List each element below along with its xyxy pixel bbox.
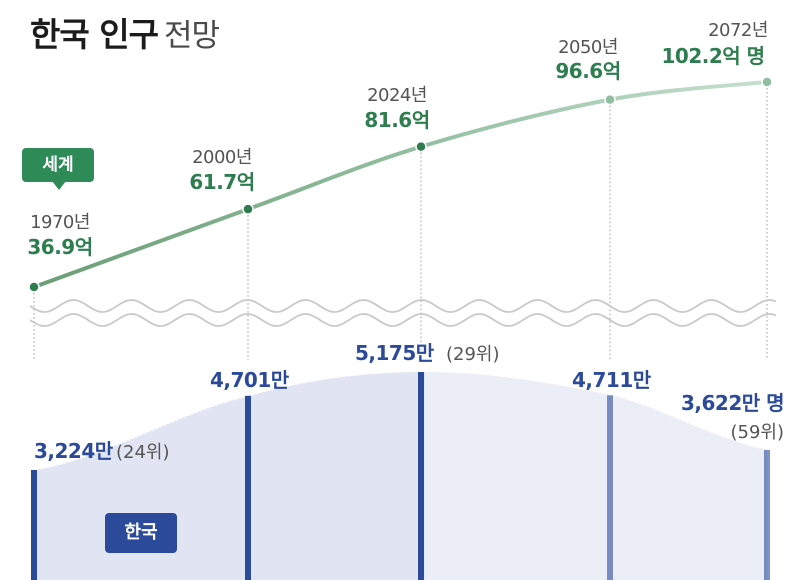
korea-bar-2072 — [764, 450, 770, 580]
world-year-label-2072: 2072년 — [708, 20, 768, 41]
korea-value-label-2072: 3,622만 명 — [681, 391, 784, 415]
world-value-label-2050: 96.6억 — [555, 59, 620, 83]
world-line — [32, 80, 769, 289]
world-point-2072 — [761, 76, 773, 88]
world-value-label-1970: 36.9억 — [27, 235, 92, 259]
korea-area — [34, 372, 767, 580]
break-wave-top — [29, 299, 777, 313]
korea-value-label-2024: 5,175만 — [355, 341, 435, 365]
korea-rank-label-2072: (59위) — [730, 422, 784, 443]
world-point-2050 — [604, 93, 616, 106]
korea-bar-1970 — [31, 470, 37, 580]
break-wave-bottom — [29, 313, 777, 327]
title-light: 전망 — [163, 18, 220, 54]
korea-rank-label-2024: (29위) — [446, 344, 500, 365]
world-point-1970 — [28, 281, 40, 293]
world-year-label-2050: 2050년 — [558, 37, 618, 58]
world-value-label-2024: 81.6억 — [364, 108, 429, 132]
korea-badge: 한국 — [105, 513, 177, 553]
world-point-2000 — [242, 203, 254, 215]
world-year-label-1970: 1970년 — [30, 212, 90, 233]
world-year-label-2024: 2024년 — [367, 85, 427, 106]
korea-bar-2050 — [607, 395, 613, 580]
world-year-label-2000: 2000년 — [192, 147, 252, 168]
world-point-2024 — [415, 140, 427, 153]
world-badge: 세계 — [22, 148, 94, 190]
korea-bar-2024 — [418, 372, 424, 580]
korea-bar-2000 — [245, 395, 251, 580]
korea-rank-label-1970: (24위) — [116, 442, 170, 463]
korea-value-label-1970: 3,224만 — [34, 439, 114, 463]
chart-title: 한국 인구 전망 — [30, 15, 220, 54]
title-bold: 한국 인구 — [30, 15, 159, 54]
korea-value-label-2050: 4,711만 — [572, 368, 652, 392]
world-value-label-2000: 61.7억 — [189, 170, 254, 194]
korea-value-label-2000: 4,701만 — [210, 368, 290, 392]
world-value-label-2072: 102.2억 명 — [661, 44, 764, 68]
